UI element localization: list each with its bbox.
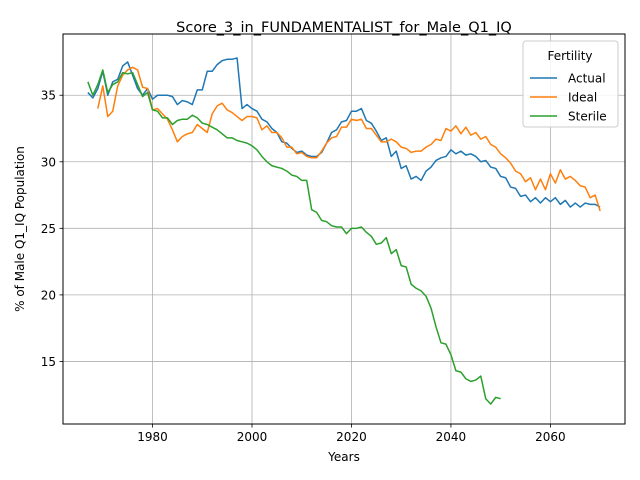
legend-label-sterile: Sterile	[568, 110, 607, 124]
x-axis-label: Years	[327, 450, 360, 464]
legend-label-actual: Actual	[568, 72, 606, 86]
plot-frame	[62, 33, 626, 425]
x-axis: 1980 2000 2020 2040 2060	[137, 424, 566, 444]
y-tick-label: 15	[41, 355, 56, 369]
y-tick-label: 25	[41, 222, 56, 236]
series-line-actual	[87, 57, 601, 208]
y-tick-label: 30	[41, 155, 56, 169]
legend-label-ideal: Ideal	[568, 91, 597, 105]
y-axis-label: % of Male Q1_IQ Population	[13, 146, 27, 312]
chart-title: Score_3_in_FUNDAMENTALIST_for_Male_Q1_IQ	[176, 20, 512, 36]
series-line-ideal	[97, 66, 601, 212]
y-tick-label: 35	[41, 89, 56, 103]
y-tick-label: 20	[41, 288, 56, 302]
series-layer	[87, 57, 601, 405]
legend: Fertility Actual Ideal Sterile	[522, 40, 619, 128]
x-tick-label: 2060	[535, 430, 566, 444]
legend-title: Fertility	[547, 49, 592, 63]
x-tick-label: 2040	[436, 430, 467, 444]
series-line-sterile	[87, 69, 501, 405]
y-axis: 15 20 25 30 35	[41, 89, 63, 369]
legend-box	[522, 40, 619, 128]
x-tick-label: 1980	[137, 430, 168, 444]
x-tick-label: 2000	[237, 430, 268, 444]
x-tick-label: 2020	[336, 430, 367, 444]
